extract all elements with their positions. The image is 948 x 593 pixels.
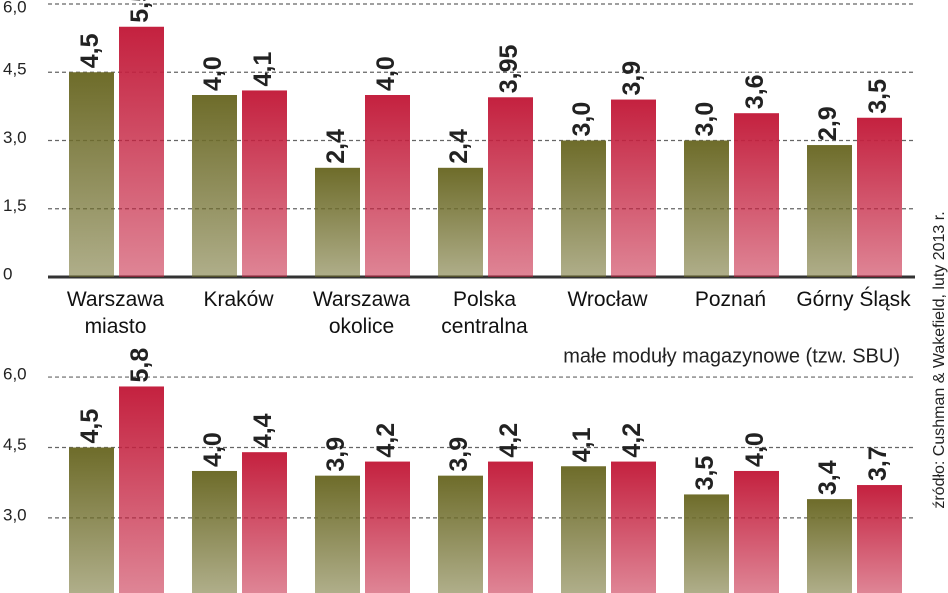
value-label: 3,0 bbox=[568, 102, 596, 137]
bar bbox=[315, 167, 360, 277]
value-label: 3,7 bbox=[864, 446, 892, 481]
bar bbox=[561, 466, 606, 593]
value-label: 4,1 bbox=[568, 427, 596, 462]
bar bbox=[242, 90, 287, 277]
value-label: 4,2 bbox=[495, 423, 523, 458]
x-tick-label: Górny Śląsk bbox=[796, 288, 911, 311]
value-label: 4,2 bbox=[372, 423, 400, 458]
value-label: 4,0 bbox=[741, 432, 769, 467]
bar bbox=[561, 140, 606, 277]
chart-subtitle: małe moduły magazynowe (tzw. SBU) bbox=[563, 345, 900, 367]
bar bbox=[734, 470, 779, 593]
bar bbox=[192, 470, 237, 593]
value-label: 5,5 bbox=[126, 0, 154, 23]
y-tick-label: 6,0 bbox=[3, 365, 27, 384]
value-label: 5,8 bbox=[126, 348, 154, 383]
bar bbox=[438, 475, 483, 593]
bar bbox=[611, 461, 656, 593]
value-label: 3,6 bbox=[741, 74, 769, 109]
bar bbox=[857, 485, 902, 593]
bar bbox=[488, 97, 533, 278]
value-label: 4,5 bbox=[76, 409, 104, 444]
y-tick-label: 1,5 bbox=[3, 196, 27, 215]
value-label: 2,4 bbox=[445, 129, 473, 164]
bar bbox=[684, 494, 729, 593]
x-tick-label: Wrocław bbox=[567, 288, 648, 311]
bar bbox=[734, 113, 779, 277]
value-label: 4,0 bbox=[372, 56, 400, 91]
value-label: 3,9 bbox=[322, 437, 350, 472]
y-tick-label: 6,0 bbox=[3, 0, 27, 16]
bar bbox=[365, 95, 410, 277]
x-tick-label: Warszawa miasto bbox=[66, 288, 165, 338]
value-label: 3,9 bbox=[445, 437, 473, 472]
x-tick-label: Warszawa okolice bbox=[312, 288, 411, 338]
value-label: 3,9 bbox=[618, 61, 646, 96]
bar bbox=[684, 140, 729, 277]
bar bbox=[807, 499, 852, 593]
value-label: 4,4 bbox=[249, 413, 277, 448]
y-tick-label: 3,0 bbox=[3, 505, 27, 524]
bar bbox=[69, 447, 114, 593]
x-tick-label: Polska centralna bbox=[441, 288, 528, 338]
bar bbox=[857, 117, 902, 277]
y-tick-label: 0 bbox=[3, 264, 12, 283]
bar bbox=[119, 386, 164, 593]
value-label: 3,5 bbox=[691, 456, 719, 491]
value-label: 3,5 bbox=[864, 79, 892, 114]
x-tick-label: Poznań bbox=[694, 288, 767, 311]
bar bbox=[69, 72, 114, 277]
value-label: 3,95 bbox=[495, 45, 523, 94]
bar bbox=[438, 167, 483, 277]
value-label: 4,1 bbox=[249, 52, 277, 87]
bar bbox=[611, 99, 656, 277]
value-label: 4,0 bbox=[199, 56, 227, 91]
source-note: źródło: Cushman & Wakefield, luty 2013 r… bbox=[931, 211, 948, 508]
x-tick-label: Kraków bbox=[203, 288, 274, 311]
value-label: 4,2 bbox=[618, 423, 646, 458]
value-label: 4,5 bbox=[76, 33, 104, 68]
bar bbox=[807, 145, 852, 277]
y-tick-label: 4,5 bbox=[3, 435, 27, 454]
value-label: 3,0 bbox=[691, 102, 719, 137]
bar bbox=[365, 461, 410, 593]
value-label: 2,9 bbox=[814, 106, 842, 141]
y-tick-label: 4,5 bbox=[3, 60, 27, 79]
value-label: 3,4 bbox=[814, 460, 842, 495]
y-tick-label: 3,0 bbox=[3, 128, 27, 147]
value-label: 4,0 bbox=[199, 432, 227, 467]
bar bbox=[315, 475, 360, 593]
value-label: 2,4 bbox=[322, 129, 350, 164]
bar bbox=[119, 26, 164, 277]
bar bbox=[242, 452, 287, 593]
bar bbox=[192, 95, 237, 277]
bar bbox=[488, 461, 533, 593]
